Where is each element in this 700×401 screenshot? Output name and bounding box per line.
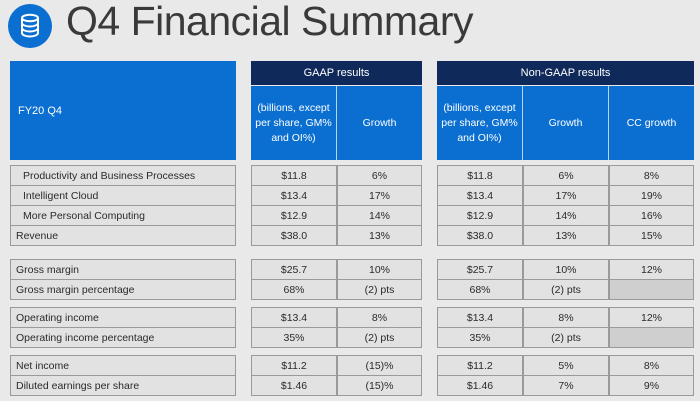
gaap-growth-label: Growth (362, 117, 397, 129)
cell-gaap: $11.8 (251, 165, 337, 186)
row-label: Operating income (10, 307, 236, 328)
cell-ng: $1.46 (437, 375, 523, 396)
period-label: FY20 Q4 (18, 104, 63, 117)
cell-cc: 15% (609, 225, 694, 246)
cell-gaap: $13.4 (251, 185, 337, 206)
gaap-growth-header: Growth (337, 86, 422, 160)
nongaap-units-label: (billions, except per share, GM% and OI%… (441, 101, 518, 144)
nongaap-header-label: Non-GAAP results (520, 67, 611, 79)
cell-cc: 19% (609, 185, 694, 206)
cell-ng-growth: (2) pts (523, 279, 609, 300)
cc-growth-label: CC growth (626, 117, 677, 129)
row-label: More Personal Computing (10, 205, 236, 226)
cell-gaap-growth: (15)% (337, 355, 422, 376)
cell-cc: 16% (609, 205, 694, 226)
gaap-header: GAAP results (251, 61, 422, 85)
cell-gaap: $11.2 (251, 355, 337, 376)
cell-gaap-growth: (2) pts (337, 279, 422, 300)
cell-ng-growth: 13% (523, 225, 609, 246)
cell-gaap: 35% (251, 327, 337, 348)
cell-cc (609, 327, 694, 348)
nongaap-units-header: (billions, except per share, GM% and OI%… (437, 86, 523, 160)
cell-cc: 9% (609, 375, 694, 396)
cell-cc (609, 279, 694, 300)
nongaap-growth-label: Growth (548, 117, 583, 129)
row-label: Productivity and Business Processes (10, 165, 236, 186)
cell-ng: $13.4 (437, 185, 523, 206)
cell-gaap-growth: 13% (337, 225, 422, 246)
cell-ng-growth: 7% (523, 375, 609, 396)
cell-ng: 68% (437, 279, 523, 300)
cell-ng: $13.4 (437, 307, 523, 328)
row-label: Gross margin (10, 259, 236, 280)
nongaap-header: Non-GAAP results (437, 61, 694, 85)
cell-gaap: $12.9 (251, 205, 337, 226)
cell-ng-growth: 17% (523, 185, 609, 206)
cell-ng: $38.0 (437, 225, 523, 246)
row-label: Revenue (10, 225, 236, 246)
cell-gaap-growth: (15)% (337, 375, 422, 396)
row-label: Net income (10, 355, 236, 376)
row-label: Intelligent Cloud (10, 185, 236, 206)
cell-ng-growth: 5% (523, 355, 609, 376)
cell-ng-growth: 6% (523, 165, 609, 186)
cell-ng: $11.2 (437, 355, 523, 376)
cell-ng: $25.7 (437, 259, 523, 280)
cell-gaap: $1.46 (251, 375, 337, 396)
cell-gaap-growth: 10% (337, 259, 422, 280)
gaap-units-label: (billions, except per share, GM% and OI%… (255, 101, 332, 144)
cell-cc: 8% (609, 165, 694, 186)
cell-gaap-growth: 17% (337, 185, 422, 206)
period-header: FY20 Q4 (10, 61, 236, 160)
nongaap-growth-header: Growth (523, 86, 609, 160)
cell-gaap-growth: 8% (337, 307, 422, 328)
cell-ng-growth: 14% (523, 205, 609, 226)
cell-ng: $11.8 (437, 165, 523, 186)
cell-ng-growth: 10% (523, 259, 609, 280)
cell-gaap: $13.4 (251, 307, 337, 328)
cell-gaap-growth: 6% (337, 165, 422, 186)
cell-gaap-growth: (2) pts (337, 327, 422, 348)
row-label: Operating income percentage (10, 327, 236, 348)
cell-gaap-growth: 14% (337, 205, 422, 226)
cell-ng: 35% (437, 327, 523, 348)
row-label: Gross margin percentage (10, 279, 236, 300)
cell-cc: 12% (609, 307, 694, 328)
cell-cc: 12% (609, 259, 694, 280)
cell-gaap: $25.7 (251, 259, 337, 280)
gaap-units-header: (billions, except per share, GM% and OI%… (251, 86, 337, 160)
cell-ng: $12.9 (437, 205, 523, 226)
cell-cc: 8% (609, 355, 694, 376)
cell-gaap: $38.0 (251, 225, 337, 246)
cell-gaap: 68% (251, 279, 337, 300)
row-label: Diluted earnings per share (10, 375, 236, 396)
gaap-header-label: GAAP results (303, 67, 370, 79)
cell-ng-growth: 8% (523, 307, 609, 328)
cell-ng-growth: (2) pts (523, 327, 609, 348)
database-icon (8, 4, 52, 48)
page-title: Q4 Financial Summary (66, 0, 473, 44)
cc-growth-header: CC growth (609, 86, 694, 160)
